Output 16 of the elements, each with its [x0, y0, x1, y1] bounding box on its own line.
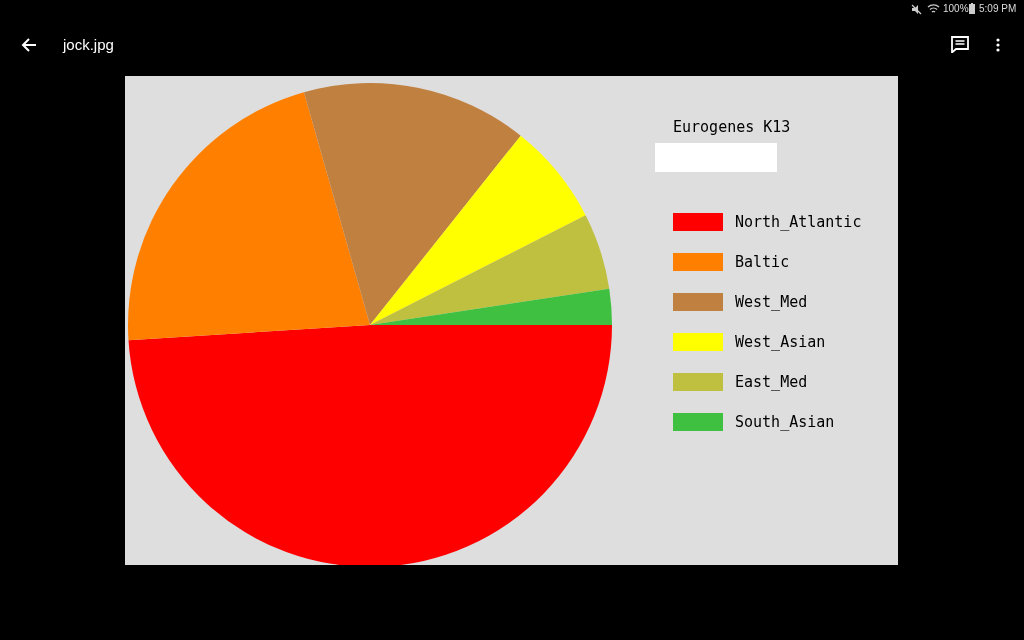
legend-label: West_Asian	[735, 333, 826, 351]
pie-slice	[370, 215, 610, 325]
legend-label: North_Atlantic	[735, 213, 862, 231]
text: 100%	[943, 3, 969, 14]
legend-label: Baltic	[735, 253, 790, 271]
legend-title: Eurogenes K13	[673, 118, 791, 136]
legend-label: East_Med	[735, 373, 808, 391]
pie-slice	[370, 288, 612, 325]
pie-slice	[128, 325, 612, 565]
legend-label: West_Med	[735, 293, 808, 311]
text: jock.jpg	[63, 36, 114, 53]
legend-label: South_Asian	[735, 413, 835, 431]
pie-slice	[303, 83, 521, 325]
pie-slice	[370, 135, 586, 325]
pie-slice	[128, 92, 370, 341]
text: 5:09 PM	[979, 3, 1017, 14]
